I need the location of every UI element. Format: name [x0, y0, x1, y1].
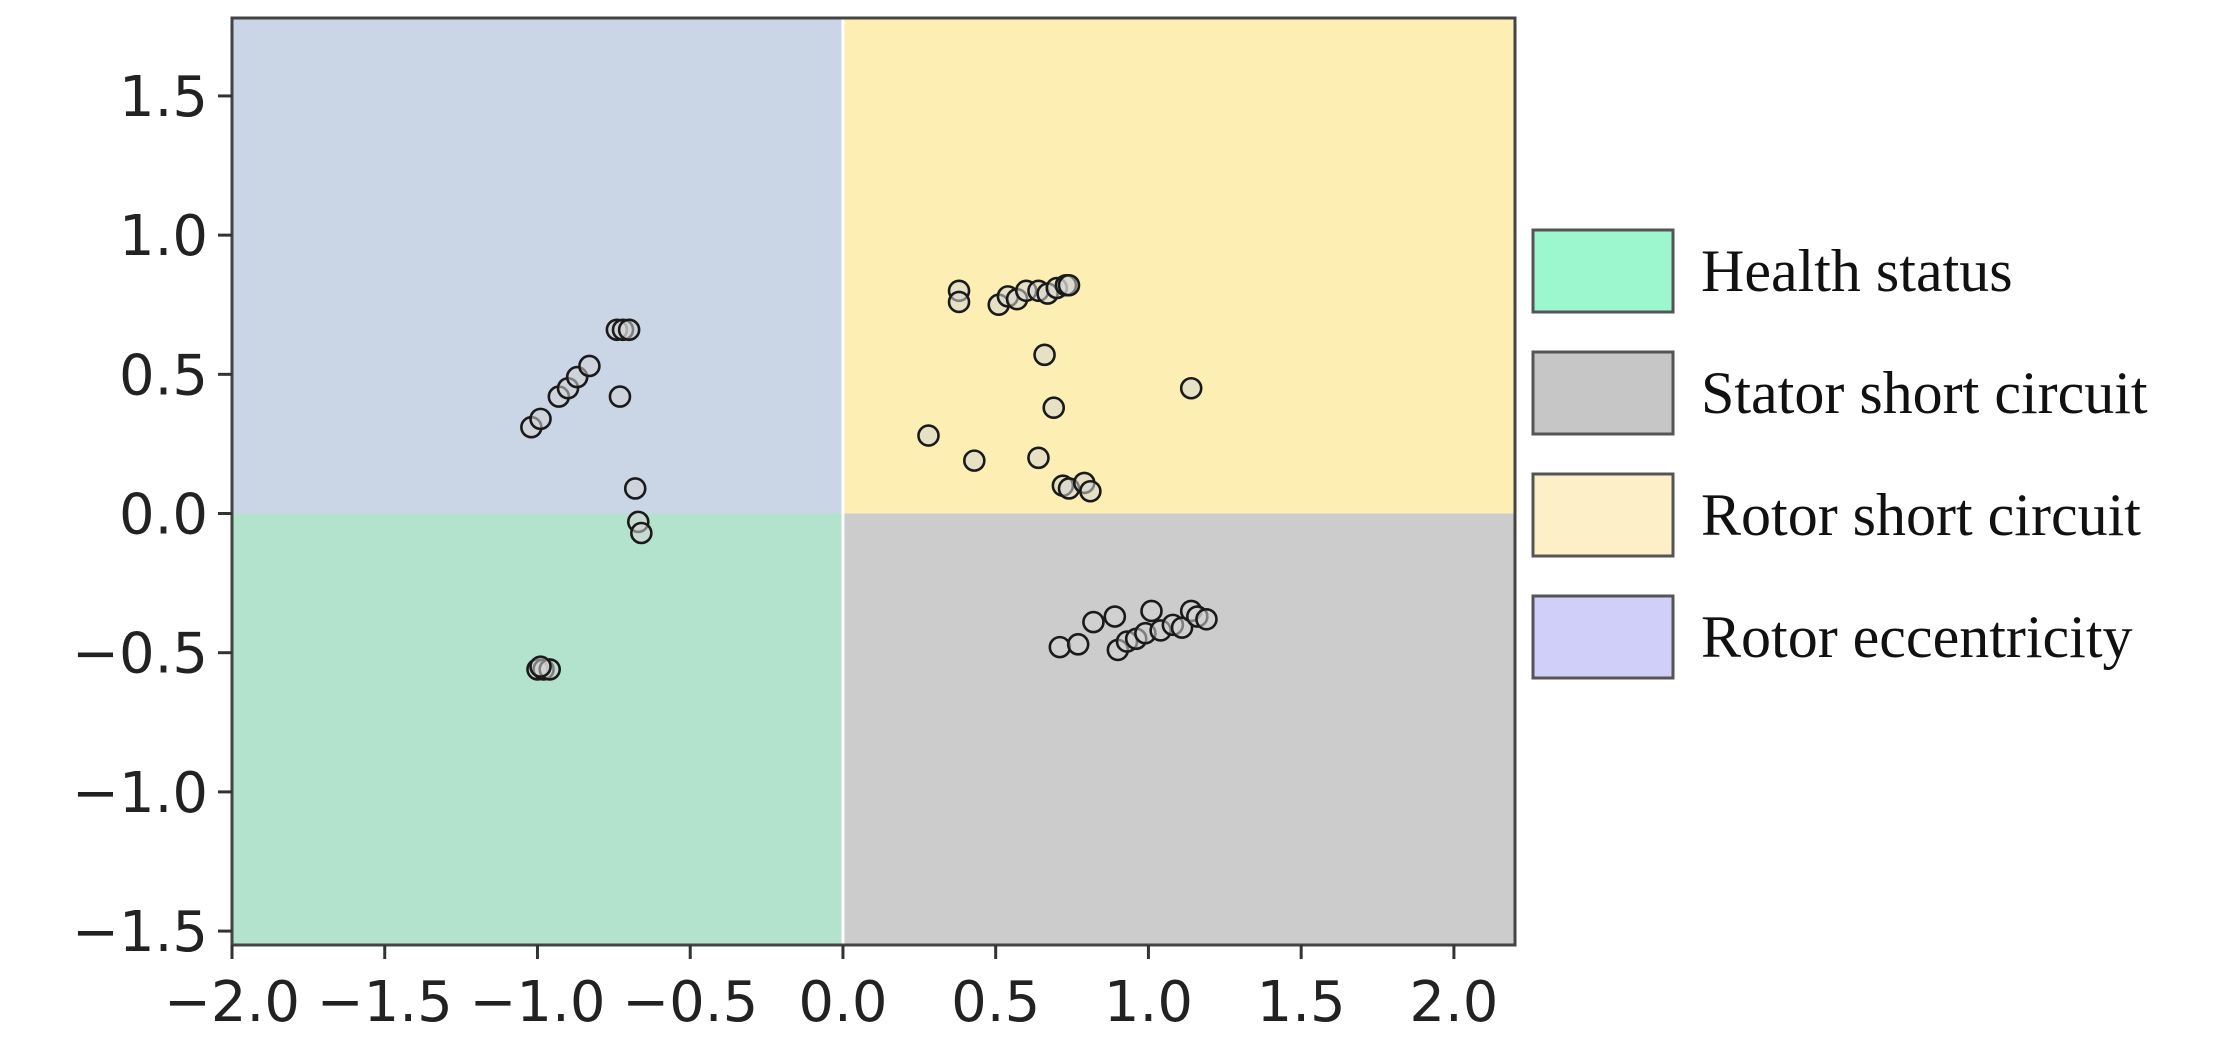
plot-frame: [230, 16, 1517, 947]
scatter-point: [630, 521, 653, 545]
x-tick-label: −0.5: [622, 970, 758, 1035]
y-tick-label: −1.5: [72, 900, 208, 965]
scatter-point: [1140, 599, 1163, 623]
x-tick-label: −1.0: [469, 970, 605, 1035]
x-tick-label: 1.5: [1257, 970, 1346, 1035]
scatter-point: [1048, 635, 1072, 659]
scatter-point: [529, 655, 552, 678]
scatter-point: [1195, 607, 1218, 631]
data-points: [520, 273, 1218, 681]
series-rotor-short-circuit: [917, 273, 1203, 503]
scatter-point: [529, 407, 552, 431]
scatter-point: [1027, 446, 1050, 470]
y-tick-label: 1.5: [119, 65, 208, 130]
scatter-point: [578, 354, 601, 378]
legend-item-health-status: Health status: [1531, 228, 2013, 314]
scatter-point: [1103, 605, 1127, 628]
axes: −2.0 −1.5 −1.0 −0.5 0.0 0.5 1.0 1.5 2.01.51.00.5…: [72, 65, 1498, 1035]
legend-label: Stator short circuit: [1701, 360, 2148, 426]
x-tick-label: −1.5: [317, 970, 453, 1035]
x-tick-label: −2.0: [164, 970, 300, 1035]
legend: Health status Stator short circuit Rotor s…: [1531, 228, 2148, 680]
legend-label: Health status: [1701, 238, 2013, 304]
legend-item-rotor-eccentricity: Rotor eccentricity: [1531, 594, 2132, 680]
legend-swatch: [1531, 350, 1675, 436]
scatter-point: [1057, 273, 1081, 297]
region-rotor-eccentricity: [232, 18, 843, 514]
scatter-point: [947, 290, 971, 314]
series-stator-short-circuit: [1048, 599, 1218, 662]
legend-item-stator-short-circuit: Stator short circuit: [1531, 350, 2148, 436]
y-tick-label: −0.5: [72, 622, 208, 687]
legend-label: Rotor eccentricity: [1701, 604, 2132, 670]
scatter-point: [1066, 633, 1090, 656]
series-health-status: [526, 655, 561, 681]
scatter-point: [623, 477, 647, 500]
scatter-point: [963, 449, 986, 472]
legend-swatch: [1531, 472, 1675, 558]
scatter-point: [1170, 616, 1194, 639]
x-tick-label: 1.0: [1104, 970, 1193, 1035]
x-tick-label: 0.5: [951, 970, 1040, 1035]
legend-label: Rotor short circuit: [1701, 482, 2141, 548]
x-tick-label: 0.0: [798, 970, 887, 1035]
y-tick-label: −1.0: [72, 761, 208, 826]
scatter-point: [1033, 343, 1056, 367]
region-health-status: [232, 513, 843, 945]
series-rotor-eccentricity: [520, 318, 653, 545]
y-tick-label: 1.0: [119, 204, 208, 269]
region-stator-short-circuit: [842, 513, 1515, 945]
y-tick-label: 0.0: [119, 483, 208, 548]
legend-item-rotor-short-circuit: Rotor short circuit: [1531, 472, 2141, 558]
scatter-point: [1042, 396, 1066, 420]
legend-swatch: [1531, 228, 1675, 314]
scatter-point: [1082, 610, 1105, 634]
scatter-point: [1079, 479, 1102, 503]
scatter-point: [917, 424, 940, 447]
x-tick-label: 2.0: [1409, 970, 1498, 1035]
scatter-point: [608, 385, 632, 408]
y-tick-label: 0.5: [119, 343, 208, 408]
scatter-point: [617, 318, 641, 342]
region-rotor-short-circuit: [842, 18, 1515, 514]
decision-regions: [232, 18, 1515, 945]
scatter-point: [1179, 376, 1203, 400]
legend-swatch: [1531, 594, 1675, 680]
